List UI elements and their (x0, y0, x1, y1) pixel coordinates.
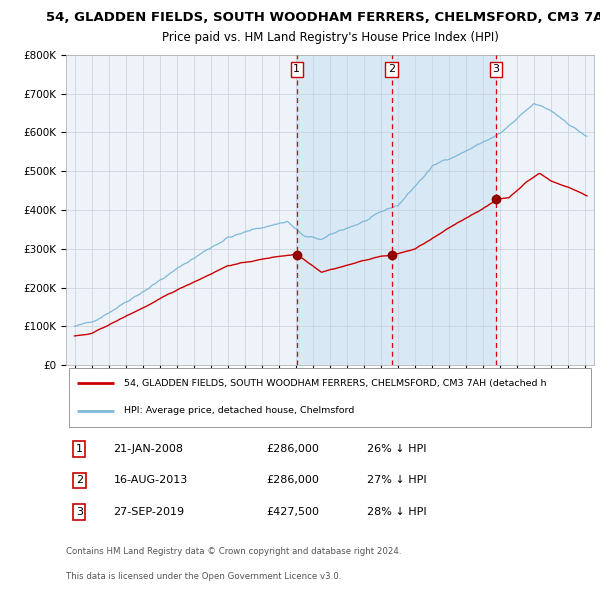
Text: 26% ↓ HPI: 26% ↓ HPI (367, 444, 427, 454)
Text: 27-SEP-2019: 27-SEP-2019 (113, 507, 185, 517)
Text: 1: 1 (76, 444, 83, 454)
Text: 54, GLADDEN FIELDS, SOUTH WOODHAM FERRERS, CHELMSFORD, CM3 7AH (detached h: 54, GLADDEN FIELDS, SOUTH WOODHAM FERRER… (124, 379, 547, 388)
Text: £427,500: £427,500 (266, 507, 320, 517)
FancyBboxPatch shape (68, 368, 592, 427)
Text: 21-JAN-2008: 21-JAN-2008 (113, 444, 184, 454)
Bar (297, 55, 496, 365)
Text: 16-AUG-2013: 16-AUG-2013 (113, 476, 188, 486)
Text: HPI: Average price, detached house, Chelmsford: HPI: Average price, detached house, Chel… (124, 406, 355, 415)
Text: 2: 2 (76, 476, 83, 486)
Text: 28% ↓ HPI: 28% ↓ HPI (367, 507, 427, 517)
Text: 3: 3 (76, 507, 83, 517)
Text: 1: 1 (293, 64, 300, 74)
Text: 3: 3 (493, 64, 499, 74)
Text: Contains HM Land Registry data © Crown copyright and database right 2024.: Contains HM Land Registry data © Crown c… (66, 547, 401, 556)
Text: 2: 2 (388, 64, 395, 74)
Text: £286,000: £286,000 (266, 476, 320, 486)
Text: 27% ↓ HPI: 27% ↓ HPI (367, 476, 427, 486)
Text: £286,000: £286,000 (266, 444, 320, 454)
Text: This data is licensed under the Open Government Licence v3.0.: This data is licensed under the Open Gov… (66, 572, 341, 581)
Text: Price paid vs. HM Land Registry's House Price Index (HPI): Price paid vs. HM Land Registry's House … (161, 31, 499, 44)
Text: 54, GLADDEN FIELDS, SOUTH WOODHAM FERRERS, CHELMSFORD, CM3 7AH: 54, GLADDEN FIELDS, SOUTH WOODHAM FERRER… (46, 11, 600, 24)
